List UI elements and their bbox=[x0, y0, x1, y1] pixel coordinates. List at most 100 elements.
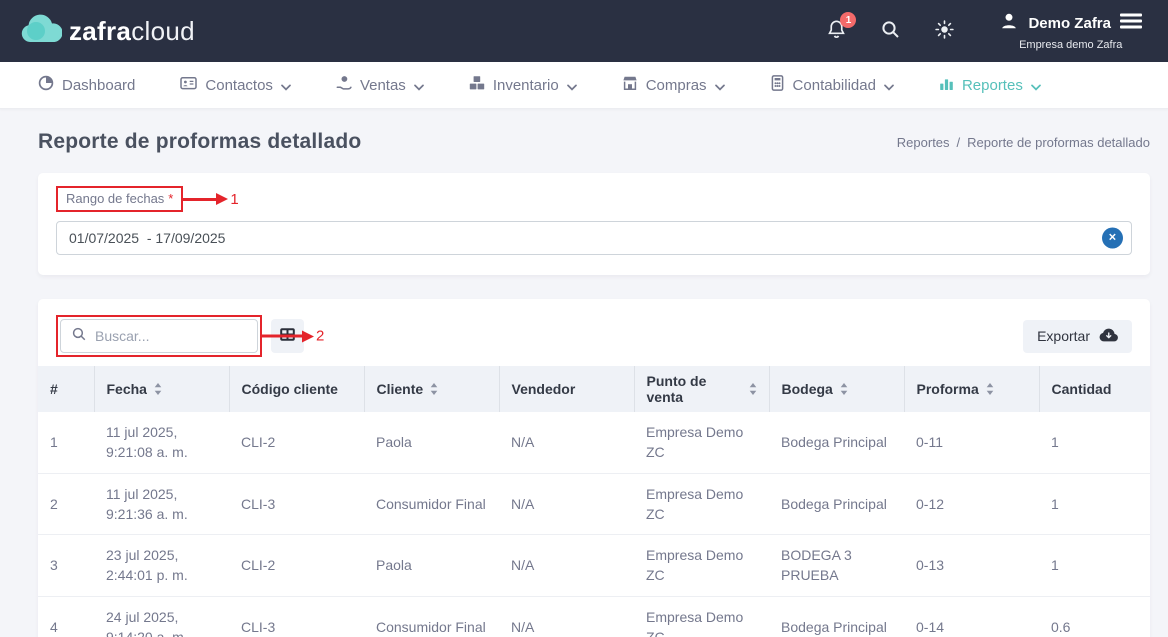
annotation-arrowhead-1 bbox=[216, 193, 229, 205]
table-search bbox=[60, 319, 258, 353]
bell-icon bbox=[826, 19, 847, 43]
cell-fecha: 11 jul 2025, 9:21:36 a. m. bbox=[94, 473, 229, 536]
cell-proforma: 0-13 bbox=[904, 534, 1039, 597]
date-range-label: Rango de fechas bbox=[66, 191, 165, 206]
clear-date-button[interactable]: ✕ bbox=[1102, 227, 1123, 249]
cell-cliente: Consumidor Final bbox=[364, 596, 499, 637]
cell-fecha: 23 jul 2025, 2:44:01 p. m. bbox=[94, 534, 229, 597]
cell-proforma: 0-14 bbox=[904, 596, 1039, 637]
cell-vendedor: N/A bbox=[499, 534, 634, 597]
cell-cliente: Consumidor Final bbox=[364, 473, 499, 536]
cell-cantidad: 1 bbox=[1039, 473, 1150, 536]
id-card-icon bbox=[180, 75, 198, 95]
breadcrumb-separator: / bbox=[956, 134, 961, 150]
column-header-fecha[interactable]: Fecha bbox=[94, 366, 230, 412]
close-icon: ✕ bbox=[1108, 232, 1117, 243]
cell-punto-de-venta: Empresa Demo ZC bbox=[634, 473, 769, 536]
theme-toggle-button[interactable] bbox=[934, 19, 955, 43]
column-header-bodega[interactable]: Bodega bbox=[769, 366, 905, 412]
cell-cliente: Paola bbox=[364, 534, 499, 597]
annotation-number-1: 1 bbox=[230, 190, 239, 208]
sort-icon bbox=[986, 383, 994, 395]
cell-bodega: BODEGA 3 PRUEBA bbox=[769, 534, 904, 597]
report-table-card: 2 Exportar # Fecha Código cliente Client… bbox=[38, 299, 1150, 637]
global-search-button[interactable] bbox=[881, 20, 900, 42]
search-icon bbox=[881, 20, 900, 42]
brand-logo[interactable]: zafracloud bbox=[20, 14, 195, 49]
required-marker: * bbox=[168, 191, 174, 206]
cell-codigo-cliente: CLI-2 bbox=[229, 534, 364, 597]
cell-cantidad: 1 bbox=[1039, 534, 1150, 597]
sort-icon bbox=[749, 383, 757, 395]
column-header-proforma[interactable]: Proforma bbox=[904, 366, 1040, 412]
cell-cantidad: 0.6 bbox=[1039, 596, 1150, 637]
pie-chart-icon bbox=[38, 75, 54, 95]
table-row: 4 24 jul 2025, 9:14:20 a. m. CLI-3 Consu… bbox=[38, 596, 1150, 637]
annotation-arrow-1 bbox=[183, 197, 217, 201]
sort-icon bbox=[840, 383, 848, 395]
cell-index: 4 bbox=[38, 596, 94, 637]
menu-item-compras[interactable]: Compras bbox=[622, 75, 725, 95]
cell-punto-de-venta: Empresa Demo ZC bbox=[634, 534, 769, 597]
user-menu[interactable]: Demo Zafra Empresa demo Zafra bbox=[999, 11, 1142, 51]
chevron-down-icon bbox=[884, 78, 894, 95]
menu-item-ventas[interactable]: Ventas bbox=[336, 75, 424, 95]
chevron-down-icon bbox=[413, 78, 424, 95]
cell-index: 3 bbox=[38, 534, 94, 597]
date-range-input[interactable] bbox=[56, 221, 1132, 255]
cell-codigo-cliente: CLI-2 bbox=[229, 412, 364, 474]
cloud-download-icon bbox=[1099, 327, 1118, 345]
chevron-down-icon bbox=[281, 78, 291, 95]
breadcrumb-parent[interactable]: Reportes bbox=[896, 134, 950, 150]
search-input[interactable] bbox=[95, 328, 235, 344]
breadcrumb-current: Reporte de proformas detallado bbox=[967, 134, 1150, 150]
cell-fecha: 11 jul 2025, 9:21:08 a. m. bbox=[94, 412, 229, 474]
hamburger-menu-icon[interactable] bbox=[1120, 13, 1142, 34]
user-avatar-icon bbox=[999, 11, 1019, 36]
cell-codigo-cliente: CLI-3 bbox=[229, 596, 364, 637]
user-company: Empresa demo Zafra bbox=[1019, 39, 1123, 51]
cell-codigo-cliente: CLI-3 bbox=[229, 473, 364, 536]
table-row: 3 23 jul 2025, 2:44:01 p. m. CLI-2 Paola… bbox=[38, 534, 1150, 597]
menu-item-dashboard[interactable]: Dashboard bbox=[38, 75, 135, 95]
calculator-icon bbox=[770, 75, 785, 95]
column-header-cliente[interactable]: Cliente bbox=[364, 366, 500, 412]
chevron-down-icon bbox=[714, 78, 725, 95]
cell-vendedor: N/A bbox=[499, 412, 634, 474]
cell-cliente: Paola bbox=[364, 412, 499, 474]
column-header-index: # bbox=[38, 366, 95, 412]
page-content: Reporte de proformas detallado Reportes … bbox=[0, 109, 1168, 637]
cell-proforma: 0-11 bbox=[904, 412, 1039, 474]
cell-vendedor: N/A bbox=[499, 596, 634, 637]
cell-punto-de-venta: Empresa Demo ZC bbox=[634, 596, 769, 637]
menu-item-contabilidad[interactable]: Contabilidad bbox=[770, 75, 894, 95]
cell-punto-de-venta: Empresa Demo ZC bbox=[634, 412, 769, 474]
annotation-box-1: Rango de fechas * bbox=[56, 186, 184, 212]
cell-bodega: Bodega Principal bbox=[769, 596, 904, 637]
breadcrumb: Reportes / Reporte de proformas detallad… bbox=[897, 135, 1150, 150]
export-button[interactable]: Exportar bbox=[1023, 319, 1132, 353]
annotation-box-2 bbox=[56, 315, 262, 357]
notification-count-badge: 1 bbox=[840, 12, 857, 28]
cell-bodega: Bodega Principal bbox=[769, 412, 904, 474]
table-header-row: # Fecha Código cliente Cliente Vendedor … bbox=[38, 366, 1150, 412]
cell-proforma: 0-12 bbox=[904, 473, 1039, 536]
cell-cantidad: 1 bbox=[1039, 412, 1150, 474]
annotation-arrowhead-2 bbox=[302, 330, 314, 342]
chevron-down-icon bbox=[566, 78, 577, 95]
cell-fecha: 24 jul 2025, 9:14:20 a. m. bbox=[94, 596, 229, 637]
menu-item-contactos[interactable]: Contactos bbox=[180, 75, 291, 95]
store-icon bbox=[622, 75, 638, 95]
top-navbar: zafracloud 1 bbox=[0, 0, 1168, 62]
menu-item-reportes[interactable]: Reportes bbox=[939, 76, 1041, 95]
notifications-button[interactable]: 1 bbox=[826, 12, 857, 43]
column-header-punto-de-venta[interactable]: Punto de venta bbox=[634, 366, 770, 412]
menu-item-inventario[interactable]: Inventario bbox=[469, 75, 577, 95]
sort-icon bbox=[154, 383, 162, 395]
main-menu: Dashboard Contactos Ventas Inventario Co… bbox=[0, 62, 1168, 109]
cloud-logo-icon bbox=[20, 14, 63, 49]
page-title: Reporte de proformas detallado bbox=[38, 130, 362, 153]
user-name: Demo Zafra bbox=[1028, 15, 1111, 32]
cell-index: 1 bbox=[38, 412, 94, 474]
boxes-icon bbox=[469, 75, 485, 95]
